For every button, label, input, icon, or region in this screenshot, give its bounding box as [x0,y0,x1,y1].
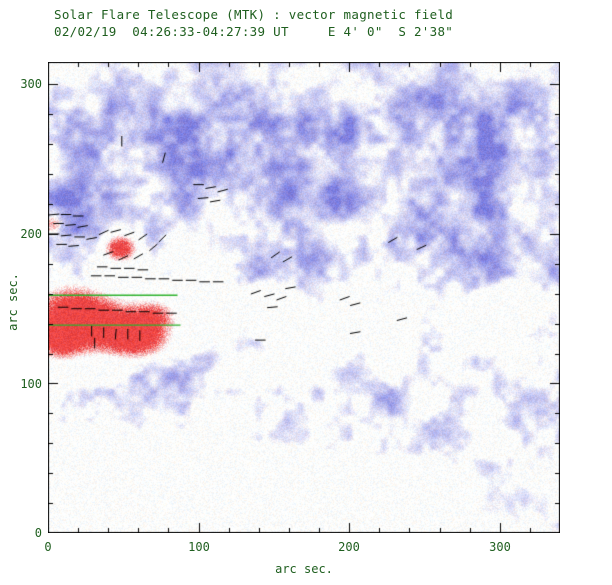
x-tick-label: 300 [489,540,511,554]
y-tick-label: 300 [20,77,42,91]
x-axis-label: arc sec. [275,562,333,576]
y-tick-label: 100 [20,377,42,391]
y-axis-label: arc sec. [6,273,20,331]
x-tick-label: 200 [338,540,360,554]
x-tick-label: 0 [44,540,52,554]
chart-title: Solar Flare Telescope (MTK) : vector mag… [54,7,454,22]
chart-subtitle: 02/02/19 04:26:33-04:27:39 UT E 4' 0" S … [54,24,454,39]
x-tick-label: 100 [188,540,210,554]
magnetogram-plot [48,62,560,533]
y-tick-label: 200 [20,227,42,241]
y-tick-label: 0 [34,526,42,540]
